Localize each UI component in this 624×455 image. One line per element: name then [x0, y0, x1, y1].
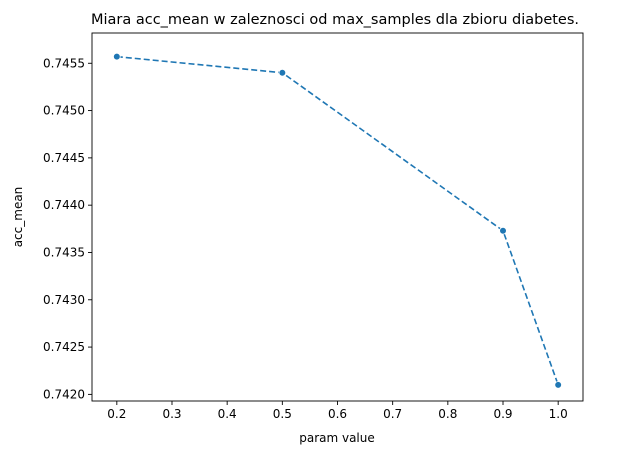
y-tick-label: 0.7435 [43, 245, 85, 259]
data-point [278, 68, 287, 77]
series-line [116, 55, 559, 386]
y-tick-label: 0.7430 [43, 293, 85, 307]
x-tick-label: 1.0 [549, 407, 568, 421]
data-point [499, 226, 507, 235]
y-axis: 0.7420 0.7425 0.7430 0.7435 0.7440 0.7445 0.74… [43, 56, 92, 401]
x-tick-label: 0.2 [107, 407, 126, 421]
y-axis-label: acc_mean [11, 187, 25, 248]
y-tick-label: 0.7455 [43, 56, 85, 70]
x-tick-label: 0.6 [328, 407, 347, 421]
y-tick-label: 0.7440 [43, 198, 85, 212]
y-tick-label: 0.7450 [43, 104, 85, 118]
series-layer [113, 52, 562, 389]
x-tick-label: 0.4 [218, 407, 237, 421]
y-tick-label: 0.7425 [43, 340, 85, 354]
y-tick-label: 0.7420 [43, 387, 85, 401]
x-axis: 0.2 0.3 0.4 0.5 0.6 0.7 0.8 0.9 1.0 [107, 401, 568, 421]
plot-area [91, 32, 584, 402]
chart-title: Miara acc_mean w zaleznosci od max_sampl… [91, 12, 579, 28]
x-tick-label: 0.9 [493, 407, 512, 421]
x-tick-label: 0.3 [162, 407, 181, 421]
x-tick-label: 0.5 [273, 407, 292, 421]
x-axis-label: param value [299, 431, 375, 445]
x-tick-label: 0.8 [438, 407, 457, 421]
x-tick-label: 0.7 [383, 407, 402, 421]
data-point [113, 52, 121, 61]
y-tick-label: 0.7445 [43, 151, 85, 165]
data-point [554, 381, 562, 389]
